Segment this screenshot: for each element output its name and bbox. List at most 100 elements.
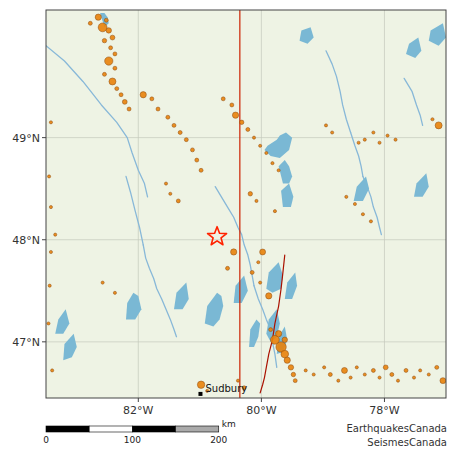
scale-tick-label: 0 <box>43 435 49 445</box>
earthquake <box>51 369 54 372</box>
city-marker <box>198 392 202 396</box>
grid-line <box>384 10 385 398</box>
earthquake <box>250 270 254 274</box>
axes: 82°W80°W78°W47°N48°N49°N <box>12 132 400 417</box>
grid-line <box>138 10 139 398</box>
earthquake <box>277 169 280 172</box>
earthquake <box>372 131 375 134</box>
river <box>215 187 254 286</box>
earthquake <box>427 373 430 376</box>
earthquake <box>383 365 388 370</box>
earthquake <box>252 136 255 139</box>
river <box>46 46 148 197</box>
river <box>126 176 143 244</box>
lake <box>414 173 429 196</box>
earthquake <box>54 233 57 236</box>
y-tick <box>42 137 46 138</box>
earthquake <box>106 28 111 33</box>
earthquake <box>284 357 290 363</box>
lake <box>406 38 421 58</box>
earthquake <box>396 379 399 382</box>
earthquake <box>265 151 268 154</box>
earthquake <box>369 220 372 223</box>
earthquake <box>345 195 348 198</box>
scale-segment <box>132 426 175 432</box>
earthquake <box>246 127 250 131</box>
earthquake <box>323 366 326 369</box>
earthquake <box>355 366 358 369</box>
earthquake <box>169 192 172 195</box>
earthquake <box>275 331 281 337</box>
earthquake <box>363 373 366 376</box>
earthquake <box>88 21 92 25</box>
earthquake <box>331 131 334 134</box>
earthquake <box>390 373 394 377</box>
earthquake <box>281 350 289 358</box>
scale-segment <box>89 426 132 432</box>
earthquake <box>95 14 101 20</box>
lake <box>429 23 446 45</box>
credit: EarthquakesCanada <box>347 423 447 434</box>
earthquake <box>239 120 243 124</box>
earthquake <box>257 261 260 264</box>
earthquake <box>324 124 327 127</box>
earthquake <box>363 138 366 141</box>
lake <box>354 176 369 201</box>
fault-line <box>260 255 285 393</box>
earthquake <box>178 131 182 135</box>
scale-segment <box>46 426 89 432</box>
earthquake <box>140 92 146 98</box>
earthquake <box>357 141 360 144</box>
earthquake <box>226 266 230 270</box>
earthquake <box>259 144 262 147</box>
earthquake <box>119 93 123 97</box>
lake <box>55 309 69 334</box>
river <box>326 51 351 133</box>
lake <box>234 275 248 303</box>
earthquake <box>190 148 194 152</box>
lake <box>300 27 314 43</box>
earthquake <box>291 372 295 376</box>
earthquake <box>349 376 352 379</box>
plot-frame <box>46 10 446 398</box>
annotation: Sudbury <box>205 383 247 394</box>
earthquake <box>109 46 113 50</box>
grid-line <box>261 10 262 398</box>
earthquake <box>378 376 381 379</box>
lake <box>249 319 260 347</box>
marks <box>46 10 446 398</box>
plot-background <box>46 10 446 398</box>
earthquake <box>266 293 272 299</box>
earthquake <box>293 379 297 383</box>
earthquake <box>113 52 117 56</box>
earthquake <box>273 210 276 213</box>
earthquake <box>102 72 106 76</box>
earthquake <box>419 369 422 372</box>
earthquake <box>176 199 180 203</box>
scale-tick-label: 200 <box>210 435 227 445</box>
river <box>351 133 363 177</box>
earthquake <box>361 213 364 216</box>
earthquake <box>282 337 287 342</box>
credit: SeismesCanada <box>367 437 447 448</box>
earthquake <box>271 162 274 165</box>
river <box>143 245 176 337</box>
lake <box>279 160 293 183</box>
x-tick-label: 82°W <box>123 404 153 417</box>
earthquake <box>122 99 127 104</box>
earthquake <box>164 182 167 185</box>
river <box>404 78 422 125</box>
earthquake <box>232 112 238 118</box>
lake <box>174 283 189 310</box>
lake <box>63 334 77 361</box>
earthquake <box>104 18 108 22</box>
earthquake <box>378 141 381 144</box>
lake <box>281 184 293 207</box>
main-event <box>208 227 227 245</box>
earthquake <box>184 138 188 142</box>
grid-line <box>46 239 446 240</box>
earthquake <box>230 103 234 107</box>
earthquake <box>195 158 199 162</box>
earthquake <box>353 202 356 205</box>
earthquake <box>109 78 116 85</box>
